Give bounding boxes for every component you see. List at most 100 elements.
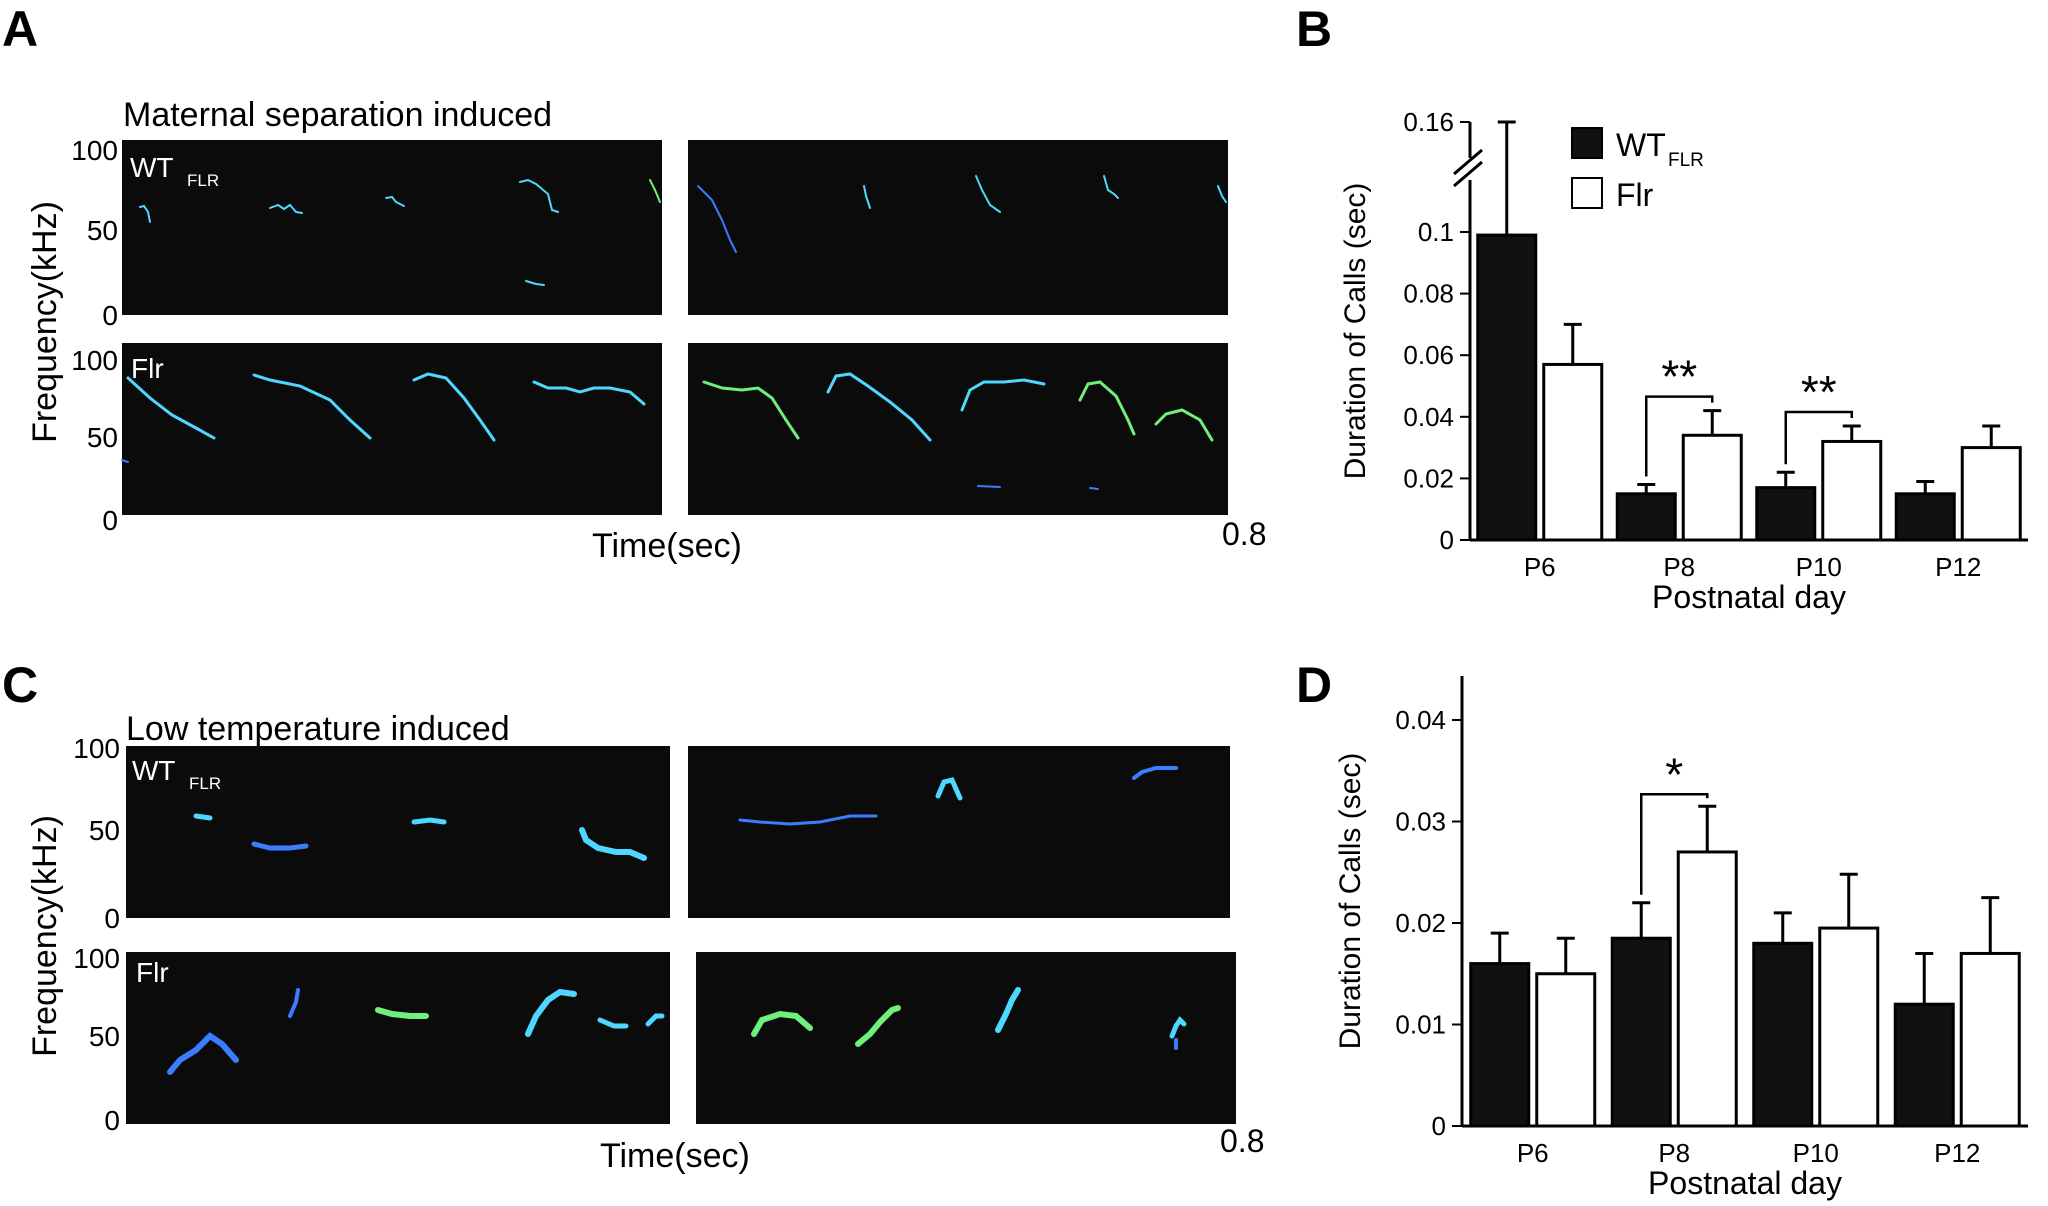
spectrogram-a-flr-right xyxy=(688,343,1228,515)
trace xyxy=(193,813,213,821)
legend-swatch-flr xyxy=(1571,177,1603,209)
y-tick-label: 0.04 xyxy=(1403,402,1454,432)
x-tick-label: P10 xyxy=(1796,552,1842,582)
bar-wt xyxy=(1893,1002,1955,1128)
panel-letter-a: A xyxy=(2,1,38,57)
trace xyxy=(751,1010,813,1037)
panel-c-ytick-wt-100: 100 xyxy=(73,733,120,764)
trace xyxy=(579,827,647,861)
trace xyxy=(1217,185,1227,203)
x-tick-label: P12 xyxy=(1934,1138,1980,1168)
panel-a-xlabel: Time(sec) xyxy=(592,527,742,565)
trace xyxy=(1078,380,1136,436)
trace xyxy=(411,817,447,825)
trace xyxy=(1169,1016,1187,1039)
trace xyxy=(645,1013,665,1027)
trace xyxy=(995,987,1021,1033)
significance-label: * xyxy=(1665,748,1683,800)
legend-label-flr: Flr xyxy=(1616,177,1654,213)
legend-label-wt: WT xyxy=(1616,127,1666,163)
y-tick-label: 0.08 xyxy=(1403,279,1454,309)
trace xyxy=(167,1032,239,1075)
spectrogram-a-wt-left xyxy=(122,140,662,315)
trace xyxy=(855,1005,901,1047)
x-tick-label: P6 xyxy=(1524,552,1556,582)
bar-wt xyxy=(1752,941,1814,1128)
axis-break-gap xyxy=(1456,158,1482,180)
trace xyxy=(649,179,661,203)
panel-c-wt-label-sub: FLR xyxy=(189,774,221,793)
panel-a-x-end: 0.8 xyxy=(1222,516,1266,552)
axis-break-mark xyxy=(1453,148,1483,176)
trace xyxy=(1154,408,1214,442)
trace xyxy=(252,373,372,440)
panel-a-call-traces xyxy=(121,175,1227,490)
chart-d: 0 0.01 0.02 0.03 0.04 P6 P8 P10 P12 * Postnatal da… xyxy=(1334,676,2028,1201)
x-tick-label: P8 xyxy=(1663,552,1695,582)
significance-label: ** xyxy=(1801,366,1837,418)
significance-bracket xyxy=(1645,395,1714,477)
panel-c-ytick-flr-100: 100 xyxy=(73,943,120,974)
panel-c-ytick-wt-50: 50 xyxy=(89,815,120,846)
significance-label: ** xyxy=(1661,351,1697,403)
panel-a-ylabel: Frequency(kHz) xyxy=(26,201,64,443)
trace xyxy=(121,459,129,463)
x-tick-label: P12 xyxy=(1935,552,1981,582)
bar-flr xyxy=(1535,972,1597,1128)
spectrogram-c-wt-left xyxy=(126,746,670,918)
bar-flr xyxy=(1960,446,2022,542)
panel-a-ytick-wt-50: 50 xyxy=(87,215,118,246)
trace xyxy=(288,988,300,1018)
trace xyxy=(960,378,1046,412)
significance-bracket xyxy=(1784,410,1853,465)
trace xyxy=(1103,175,1119,199)
trace xyxy=(975,175,1001,213)
chart-b: 0 0.02 0.04 0.06 0.08 0.1 0.16 P6 P8 P10 P12 ** ** Po… xyxy=(1339,107,2028,615)
trace xyxy=(519,178,559,213)
x-axis-label: Postnatal day xyxy=(1652,579,1846,615)
trace xyxy=(1132,766,1178,780)
bar-wt xyxy=(1615,492,1677,542)
trace xyxy=(697,185,737,253)
panel-c-ylabel: Frequency(kHz) xyxy=(26,815,64,1057)
panel-a-ytick-flr-50: 50 xyxy=(87,422,118,453)
panel-letter-d: D xyxy=(1296,657,1332,713)
trace xyxy=(385,195,405,207)
panel-a-wt-label-sub: FLR xyxy=(187,171,219,190)
trace xyxy=(738,814,878,826)
panel-c-ytick-flr-50: 50 xyxy=(89,1021,120,1052)
trace xyxy=(702,380,800,440)
axis-break-mark xyxy=(1453,160,1483,188)
trace xyxy=(863,185,871,209)
trace xyxy=(532,380,646,406)
y-tick-label: 0.04 xyxy=(1395,705,1446,735)
bar-flr xyxy=(1542,362,1604,542)
trace xyxy=(525,280,545,286)
panel-a-flr-label: Flr xyxy=(131,353,164,384)
y-tick-label: 0.02 xyxy=(1395,908,1446,938)
panel-a-ytick-wt-0: 0 xyxy=(102,300,118,331)
y-tick-label: 0.06 xyxy=(1403,340,1454,370)
legend-swatch-wt xyxy=(1571,127,1603,159)
panel-a-ytick-flr-0: 0 xyxy=(102,505,118,536)
bar-wt xyxy=(1894,492,1956,542)
y-axis-label: Duration of Calls (sec) xyxy=(1334,753,1367,1050)
panel-letter-c: C xyxy=(2,657,38,713)
trace xyxy=(525,988,577,1037)
panel-a-ytick-flr-100: 100 xyxy=(71,345,118,376)
y-tick-label: 0.02 xyxy=(1403,463,1454,493)
trace xyxy=(826,372,932,442)
trace xyxy=(1089,487,1099,490)
panel-c-call-traces xyxy=(167,766,1187,1075)
significance-bracket xyxy=(1640,793,1709,895)
panel-a-ytick-wt-100: 100 xyxy=(71,135,118,166)
y-tick-label: 0.01 xyxy=(1395,1010,1446,1040)
panel-a-title: Maternal separation induced xyxy=(123,96,552,134)
y-axis-label: Duration of Calls (sec) xyxy=(1339,183,1372,480)
bar-flr xyxy=(1959,951,2021,1128)
y-tick-label: 0.16 xyxy=(1403,107,1454,137)
spectrogram-c-flr-right xyxy=(696,952,1236,1124)
trace xyxy=(597,1017,629,1029)
trace xyxy=(269,203,303,214)
